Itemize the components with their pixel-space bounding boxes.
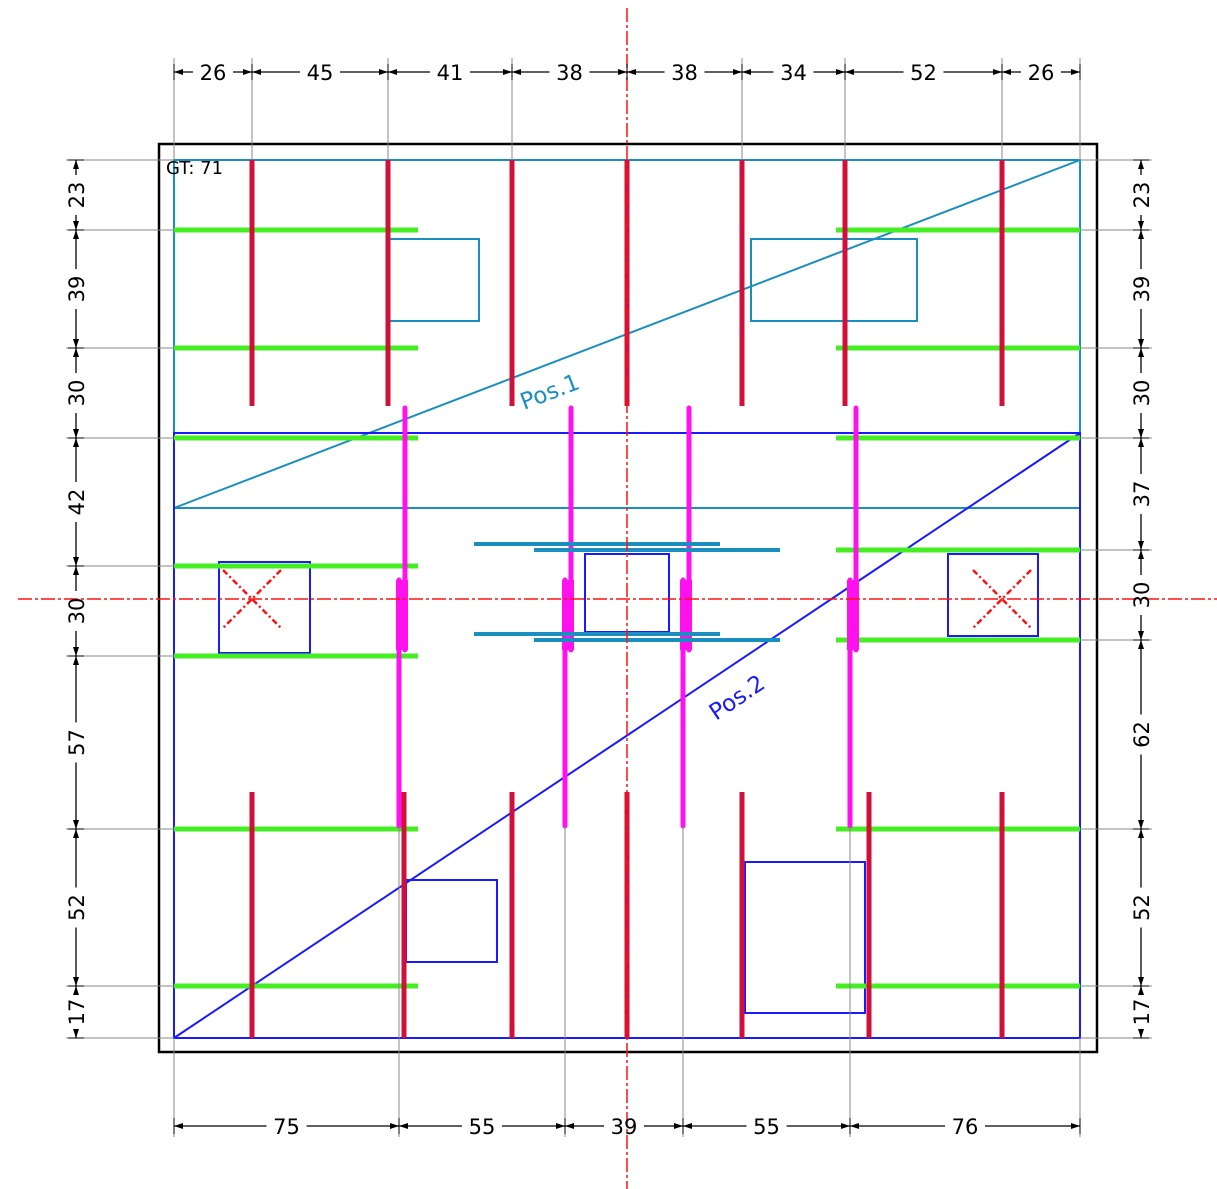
- rebars-green: [174, 227, 1080, 989]
- dimension-chain-left: 23 39 30 42 30 57 52 17: [65, 159, 89, 1039]
- dimension-chain-bottom: 75 55 39 55 76: [173, 1115, 1081, 1139]
- dim-left-label: 17: [65, 999, 89, 1026]
- opening-bottom-right: [744, 861, 866, 1014]
- gt-label: GT: 71: [166, 158, 223, 179]
- dimension-chain-right: 23 39 30 37 30 62 52 17: [1130, 159, 1154, 1039]
- dimension-chain-top: 26 45 41 38 38 34 52 26: [173, 61, 1081, 85]
- dim-bottom-label: 55: [469, 1115, 496, 1139]
- dim-top-label: 52: [910, 61, 937, 85]
- dim-left-label: 23: [65, 182, 89, 209]
- dim-right-label: 17: [1130, 999, 1154, 1026]
- column-left: [218, 561, 311, 654]
- opening-bottom-left: [405, 879, 498, 963]
- dim-bottom-label: 75: [273, 1115, 300, 1139]
- dim-right-label: 23: [1130, 182, 1154, 209]
- dim-right-label: 30: [1130, 582, 1154, 609]
- dim-top-label: 38: [556, 61, 583, 85]
- dim-top-label: 38: [671, 61, 698, 85]
- dim-top-label: 34: [780, 61, 807, 85]
- rebars-red: [249, 160, 1005, 1038]
- opening-top-left: [388, 238, 480, 322]
- axis-lines: [18, 8, 1217, 1189]
- dim-left-label: 57: [65, 729, 89, 756]
- extension-lines: [66, 58, 1152, 1137]
- dim-left-label: 30: [65, 598, 89, 625]
- column-right: [947, 553, 1039, 637]
- dim-left-label: 30: [65, 380, 89, 407]
- dim-left-label: 52: [65, 894, 89, 921]
- dim-top-label: 45: [307, 61, 334, 85]
- dim-bottom-label: 39: [611, 1115, 638, 1139]
- dim-right-label: 30: [1130, 380, 1154, 407]
- dim-bottom-label: 55: [753, 1115, 780, 1139]
- dim-top-label: 41: [437, 61, 464, 85]
- dim-right-label: 52: [1130, 894, 1154, 921]
- dim-right-label: 39: [1130, 276, 1154, 303]
- dim-bottom-label: 76: [952, 1115, 979, 1139]
- dim-top-label: 26: [200, 61, 227, 85]
- opening-top-right: [750, 238, 918, 322]
- dim-top-label: 26: [1028, 61, 1055, 85]
- slab-outline: [157, 142, 1099, 1054]
- pos2-label: Pos.2: [705, 670, 770, 726]
- beams-center: [474, 542, 780, 642]
- dim-left-label: 42: [65, 489, 89, 516]
- dim-left-label: 39: [65, 276, 89, 303]
- dim-right-label: 62: [1130, 721, 1154, 748]
- dim-right-label: 37: [1130, 481, 1154, 508]
